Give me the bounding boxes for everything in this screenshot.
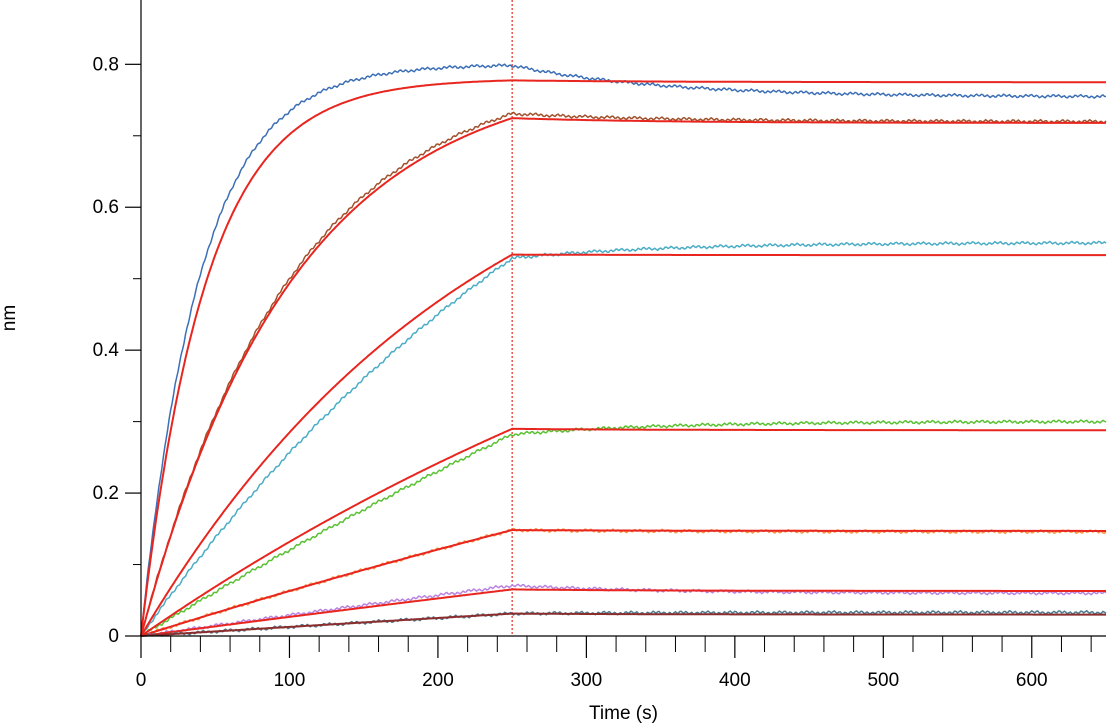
measured-curve [140, 63, 1107, 637]
measured-curve [140, 419, 1107, 637]
fit-curve [140, 588, 1106, 637]
x-tick-label: 0 [136, 670, 147, 691]
x-tick-label: 400 [719, 670, 751, 691]
measured-curve [140, 240, 1107, 637]
axes-layer [140, 0, 1106, 637]
x-axis-label: Time (s) [589, 703, 658, 724]
y-axis-label: nm [0, 305, 20, 331]
x-tick-label: 100 [274, 670, 306, 691]
x-tick-label: 300 [571, 670, 603, 691]
x-tick-label: 500 [867, 670, 899, 691]
x-tick-label: 200 [422, 670, 454, 691]
fit-curve [140, 253, 1106, 637]
y-tick-label: 0.8 [93, 54, 119, 75]
fit-curve [140, 612, 1106, 637]
x-tick-label: 600 [1016, 670, 1048, 691]
y-tick-label: 0.4 [93, 340, 120, 361]
fit-curve [140, 529, 1106, 637]
y-tick-label: 0.2 [93, 483, 119, 504]
measured-curve [140, 111, 1107, 637]
y-tick-label: 0.6 [93, 197, 119, 218]
tick-layer: 0 100 200 300 400 500 600 0 0.2 0.4 0.6 0.8 [93, 54, 1092, 691]
series-layer [140, 63, 1107, 637]
fit-curve [140, 117, 1106, 637]
fit-curve [140, 427, 1106, 637]
fit-curve [140, 79, 1106, 637]
y-tick-label: 0 [108, 626, 119, 647]
